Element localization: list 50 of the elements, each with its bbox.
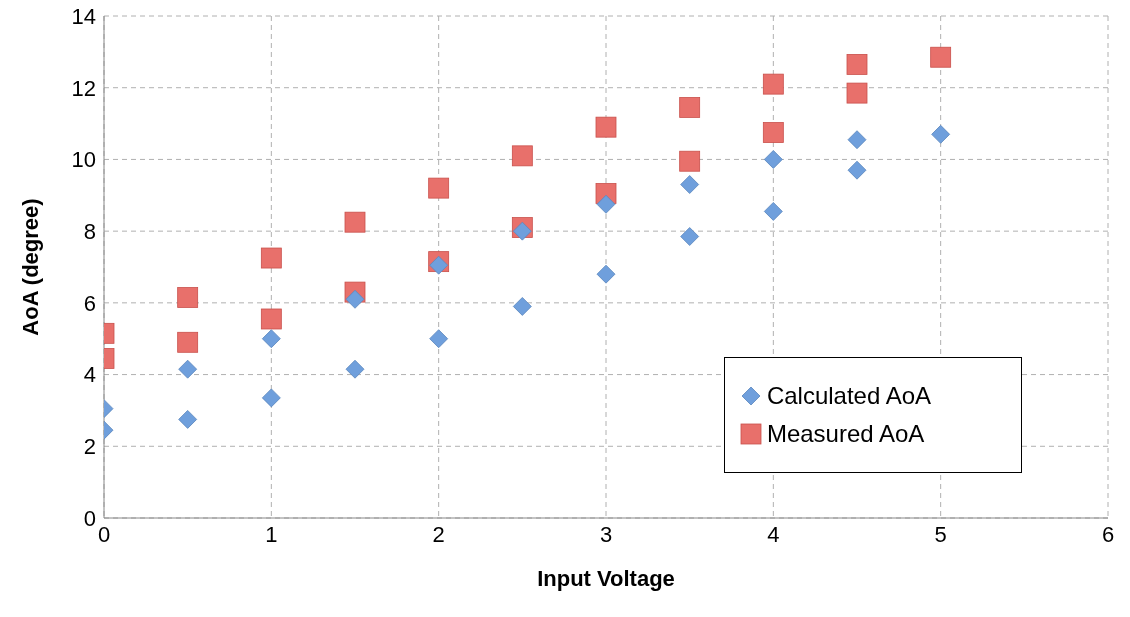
point: [177, 331, 199, 353]
y-tick-label: 8: [83, 218, 96, 244]
point: [344, 211, 366, 233]
point: [428, 177, 450, 199]
x-tick-label: 6: [1101, 521, 1115, 547]
point: [345, 289, 365, 309]
point: [260, 247, 282, 269]
point: [178, 409, 198, 429]
x-axis-title: Input Voltage: [537, 566, 675, 591]
point: [178, 359, 198, 379]
point: [762, 73, 784, 95]
point: [847, 130, 867, 150]
point: [260, 308, 282, 330]
y-tick-label: 4: [83, 362, 96, 388]
point: [261, 388, 281, 408]
x-tick-label: 1: [265, 521, 278, 547]
point: [846, 82, 868, 104]
point: [177, 287, 199, 308]
point: [763, 202, 783, 221]
point: [596, 194, 616, 214]
x-tick-label: 4: [767, 521, 780, 547]
y-tick-label: 14: [71, 3, 96, 29]
point: [261, 329, 281, 349]
y-tick-label: 2: [83, 434, 96, 460]
point: [763, 150, 783, 169]
point: [680, 175, 700, 194]
x-tick-label: 5: [934, 521, 947, 547]
point: [846, 54, 868, 75]
point: [679, 97, 701, 118]
point: [930, 46, 952, 68]
y-tick-label: 0: [83, 505, 96, 531]
legend-label: Measured AoA: [766, 420, 925, 448]
y-tick-label: 12: [71, 75, 96, 101]
y-tick-label: 10: [71, 147, 96, 173]
legend-label: Calculated AoA: [766, 382, 931, 410]
point: [512, 297, 532, 316]
point: [345, 359, 365, 379]
point: [429, 329, 449, 349]
point: [679, 150, 701, 172]
point: [680, 227, 700, 246]
x-tick-label: 3: [599, 521, 613, 547]
point: [595, 116, 617, 138]
point: [511, 145, 533, 167]
y-tick-label: 6: [83, 290, 96, 316]
y-axis-title: AoA (degree): [17, 198, 43, 336]
point: [931, 124, 951, 144]
x-tick-label: 2: [432, 521, 445, 547]
point: [596, 264, 616, 284]
point: [762, 122, 784, 143]
point: [847, 160, 867, 180]
